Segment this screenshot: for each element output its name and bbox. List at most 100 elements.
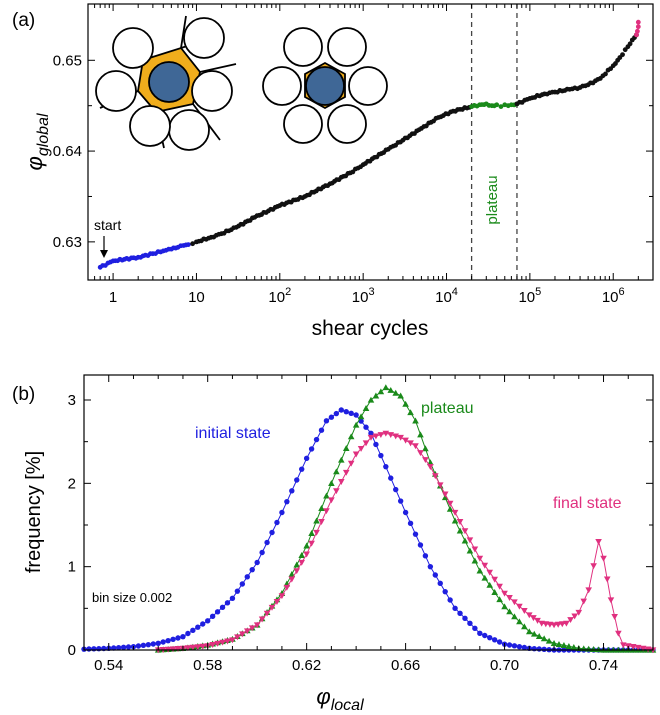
data-marker xyxy=(185,630,191,637)
data-marker xyxy=(328,497,335,504)
data-marker xyxy=(521,644,528,651)
data-marker xyxy=(476,567,484,574)
data-marker xyxy=(554,621,562,628)
data-marker xyxy=(571,613,578,620)
data-marker xyxy=(442,588,448,595)
data-point xyxy=(498,104,504,109)
start-arrowhead xyxy=(100,250,108,258)
data-marker xyxy=(402,509,409,516)
x-tick-label: 0.74 xyxy=(589,657,618,674)
neighbor-sphere xyxy=(327,104,367,144)
data-marker xyxy=(417,450,424,457)
data-marker xyxy=(249,566,255,573)
data-marker xyxy=(174,646,182,652)
data-marker xyxy=(377,388,385,395)
data-marker xyxy=(328,414,335,420)
panel-a-ylabel: φglobal xyxy=(22,113,52,171)
data-marker xyxy=(567,617,574,624)
data-marker xyxy=(422,553,429,559)
data-marker xyxy=(357,445,365,452)
data-marker xyxy=(466,537,474,544)
data-marker xyxy=(328,480,335,486)
data-marker xyxy=(279,509,285,516)
data-marker xyxy=(467,620,473,627)
data-marker xyxy=(427,563,434,570)
x-tick-label: 0.70 xyxy=(490,657,519,674)
data-marker xyxy=(170,636,176,643)
panel-b-xlabel-symbol: φ xyxy=(316,684,330,709)
data-marker xyxy=(204,618,211,624)
data-marker xyxy=(115,644,122,651)
data-marker xyxy=(110,645,117,651)
data-marker xyxy=(481,562,489,569)
data-marker xyxy=(224,638,231,645)
data-marker xyxy=(367,434,375,441)
neighbor-sphere xyxy=(183,17,225,59)
data-marker xyxy=(373,441,379,448)
data-marker xyxy=(530,630,538,637)
data-marker xyxy=(397,498,404,504)
data-marker xyxy=(140,642,147,649)
x-tick-label: 106 xyxy=(602,286,625,306)
data-marker xyxy=(402,437,409,444)
neighbor-sphere xyxy=(262,66,302,106)
data-marker xyxy=(338,407,344,413)
data-marker xyxy=(555,641,563,647)
data-marker xyxy=(229,595,236,602)
data-marker xyxy=(209,642,216,648)
data-point xyxy=(635,28,640,34)
data-marker xyxy=(607,597,615,604)
data-marker xyxy=(456,519,464,525)
data-marker xyxy=(407,409,414,416)
panel-a-label: (a) xyxy=(12,10,35,31)
data-marker xyxy=(337,456,345,463)
data-marker xyxy=(298,559,306,566)
data-marker xyxy=(189,644,197,651)
data-marker xyxy=(294,477,300,483)
data-marker xyxy=(516,643,523,650)
data-marker xyxy=(169,646,177,653)
data-marker xyxy=(496,583,503,590)
data-marker xyxy=(313,517,320,524)
panel-a-plot-area xyxy=(97,4,641,280)
data-marker xyxy=(629,644,637,650)
data-marker xyxy=(590,563,597,570)
data-marker xyxy=(313,436,320,443)
data-marker xyxy=(323,492,330,499)
data-marker xyxy=(611,614,618,620)
data-marker xyxy=(303,551,310,558)
data-marker xyxy=(511,613,518,620)
data-marker xyxy=(472,625,478,632)
data-marker xyxy=(91,646,97,652)
data-marker xyxy=(427,464,434,470)
data-marker xyxy=(392,433,400,440)
data-marker xyxy=(486,581,494,588)
data-marker xyxy=(496,596,503,603)
data-marker xyxy=(545,637,553,644)
data-marker xyxy=(462,615,468,622)
data-marker xyxy=(284,498,290,505)
data-marker xyxy=(313,529,320,536)
data-marker xyxy=(446,500,454,507)
data-marker xyxy=(353,412,359,418)
data-marker xyxy=(125,644,132,650)
data-marker xyxy=(521,608,528,614)
data-marker xyxy=(363,424,369,430)
panel-b-ticks: 0.54 0.58 0.62 0.66 0.70 0.74 0 1 2 3 xyxy=(68,375,654,674)
data-point xyxy=(635,24,641,30)
series-label-final-state: final state xyxy=(553,495,622,512)
data-marker xyxy=(481,574,489,581)
inset-irregular-cell xyxy=(95,15,237,151)
data-marker xyxy=(393,486,399,493)
data-marker xyxy=(239,581,246,587)
data-marker xyxy=(259,549,265,556)
data-marker xyxy=(273,599,281,605)
data-marker xyxy=(506,608,513,615)
data-marker xyxy=(397,392,404,399)
data-marker xyxy=(491,637,498,643)
data-marker xyxy=(565,643,573,649)
x-tick-label: 0.62 xyxy=(292,657,321,674)
data-marker xyxy=(194,644,202,651)
data-marker xyxy=(372,392,380,399)
data-marker xyxy=(175,635,181,641)
